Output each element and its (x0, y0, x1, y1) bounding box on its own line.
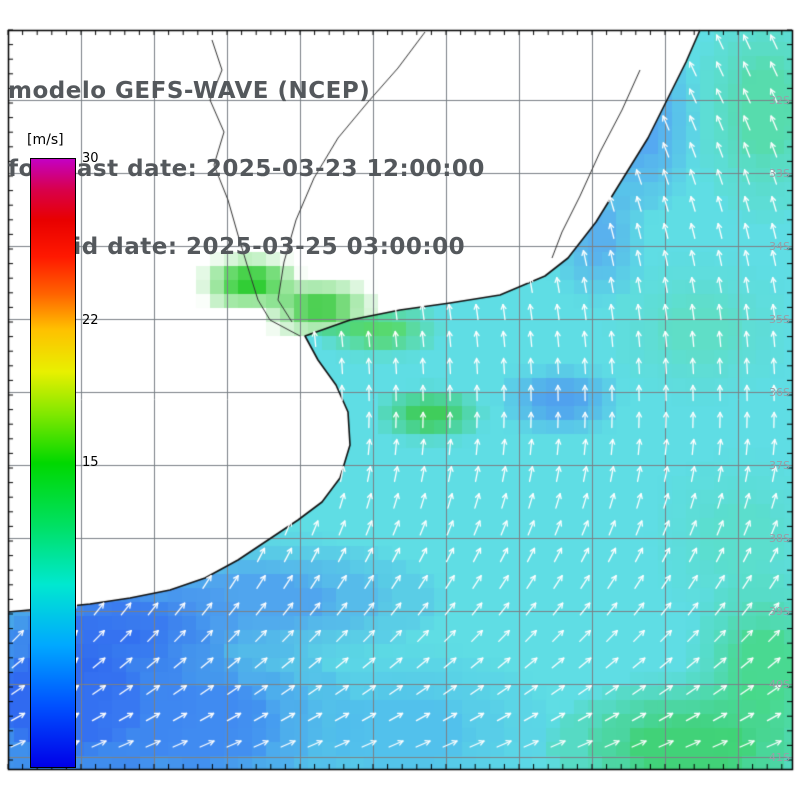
colorbar-unit-label: [m/s] (27, 132, 64, 148)
model-title: modelo GEFS-WAVE (NCEP) (8, 78, 371, 104)
colorbar-gradient (30, 158, 76, 768)
valid-date: valid date: 2025-03-25 03:00:00 (8, 234, 466, 260)
forecast-date: forecast date: 2025-03-23 12:00:00 (8, 156, 485, 182)
colorbar-tick-label: 15 (82, 455, 99, 470)
colorbar-tick-label: 30 (82, 151, 99, 166)
colorbar-tick-label: 22 (82, 313, 99, 329)
figure-header: modelo GEFS-WAVE (NCEP) forecast date: 2… (8, 26, 485, 312)
